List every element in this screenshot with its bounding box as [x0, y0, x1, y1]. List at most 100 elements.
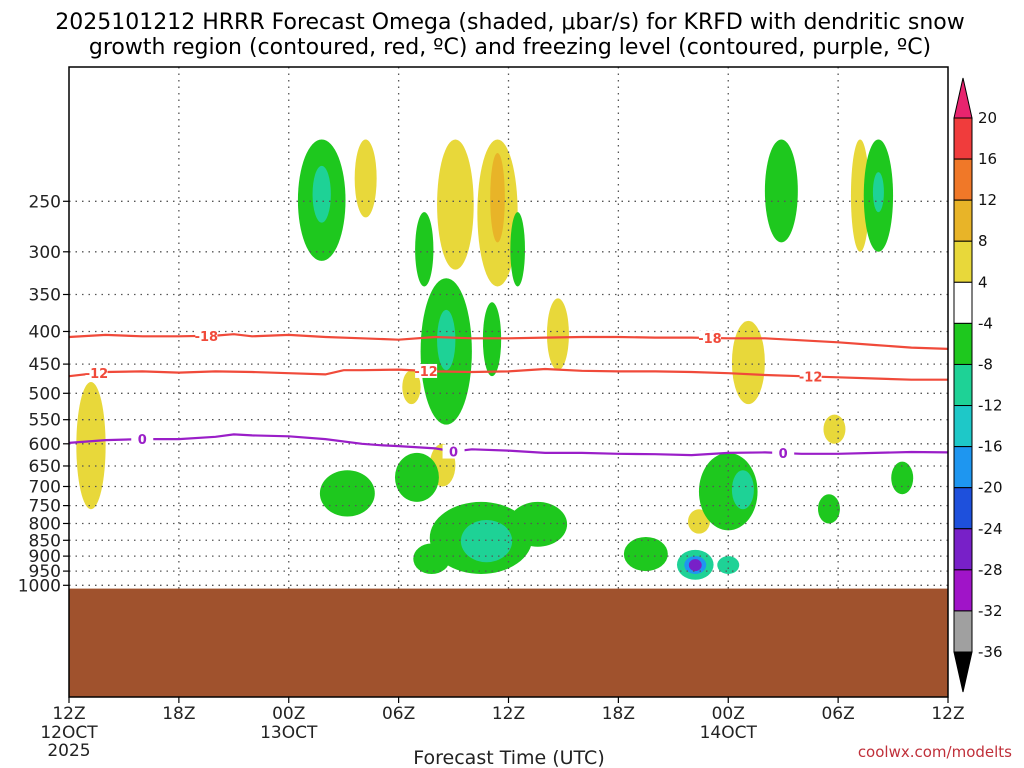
colorbar-label-5: -4	[978, 314, 993, 332]
colorbar: 20 16 12 8 4 -4 -8 -12 -16 -20 -24 -28 -32 -36	[953, 77, 1003, 693]
omega-region-green	[817, 494, 840, 524]
contour-label-bg	[799, 369, 822, 384]
y-tick-label-700: 700	[29, 477, 61, 497]
colorbar-swatch	[953, 405, 973, 448]
y-tick-label-250: 250	[29, 192, 61, 212]
omega-region-yellow	[437, 139, 474, 270]
y-tick-label-950: 950	[29, 562, 61, 582]
omega-region-teal	[717, 556, 740, 574]
colorbar-swatch	[953, 487, 973, 530]
contour-label-freezing_level: 0	[138, 433, 147, 448]
x-tick-label-42: 06Z	[821, 704, 854, 724]
omega-region-green	[413, 543, 450, 574]
contour-label-bg	[442, 444, 465, 459]
omega-region-yellow	[354, 139, 377, 218]
y-tick-label-500: 500	[29, 384, 61, 404]
omega-region-orange	[490, 152, 505, 243]
y-tick-label-550: 550	[29, 411, 61, 431]
y-tick-label-900: 900	[29, 547, 61, 567]
omega-region-yellow	[76, 381, 106, 510]
omega-region-teal	[872, 172, 884, 213]
colorbar-swatch	[953, 281, 973, 324]
colorbar-label-2: 12	[978, 191, 997, 209]
y-tick-label-300: 300	[29, 243, 61, 263]
x-tick-label-6: 18Z	[162, 704, 195, 724]
x-tick-label-18: 06Z	[382, 704, 415, 724]
colorbar-label-11: -28	[978, 561, 1003, 579]
contour-label-bg	[698, 330, 721, 345]
colorbar-label-4: 4	[978, 273, 988, 291]
contour-lines: -18 -18 -12 -12 -12 0 0 0	[68, 328, 949, 462]
colorbar-label-3: 8	[978, 232, 988, 250]
contour-label-freezing_level: 0	[779, 447, 788, 462]
colorbar-swatch	[953, 446, 973, 489]
colorbar-swatch	[953, 322, 973, 365]
colorbar-swatch	[953, 363, 973, 407]
y-tick-label-800: 800	[29, 514, 61, 534]
colorbar-label-13: -36	[978, 643, 1003, 661]
y-tick-label-650: 650	[29, 457, 61, 477]
omega-region-yellow	[687, 509, 710, 534]
omega-region-green	[764, 139, 798, 243]
colorbar-swatch	[953, 240, 973, 283]
x-tick-label-30: 18Z	[602, 704, 635, 724]
x-tick-date-36: 14OCT	[700, 723, 758, 743]
omega-shading	[76, 139, 914, 580]
colorbar-label-9: -20	[978, 479, 1003, 497]
chart-title-line2: growth region (contoured, red, ºC) and f…	[89, 35, 931, 60]
y-tick-label-450: 450	[29, 355, 61, 375]
omega-region-green	[510, 212, 525, 287]
colorbar-label-6: -8	[978, 355, 993, 373]
colorbar-swatch	[953, 528, 973, 571]
omega-region-teal	[731, 470, 754, 510]
colorbar-label-7: -12	[978, 397, 1003, 415]
x-tick-date-0: 12OCT	[40, 723, 98, 743]
x-axis-label: Forecast Time (UTC)	[413, 747, 604, 768]
contour-label-bg	[415, 363, 438, 378]
contour-label-dgz_minus18: -18	[698, 332, 722, 347]
x-tick-label-0: 12Z	[52, 704, 85, 724]
y-tick-label-1000: 1000	[18, 576, 61, 596]
omega-region-teal	[437, 309, 456, 371]
omega-region-green	[319, 470, 375, 517]
contour-label-bg	[85, 366, 108, 381]
omega-region-yellow	[402, 370, 421, 405]
omega-region-green	[394, 452, 439, 502]
x-tick-label-48: 12Z	[931, 704, 964, 724]
contour-label-bg	[772, 446, 795, 461]
colorbar-swatch	[953, 117, 973, 160]
grid-lines	[69, 67, 948, 697]
contour-dgz_minus12	[68, 367, 948, 381]
chart-title-line1: 2025101212 HRRR Forecast Omega (shaded, …	[55, 10, 965, 35]
colorbar-swatch	[953, 199, 973, 242]
contour-label-dgz_minus12: -12	[85, 367, 109, 382]
y-tick-label-600: 600	[29, 435, 61, 455]
contour-label-freezing_level: 0	[449, 446, 458, 461]
x-tick-date-12: 13OCT	[260, 723, 318, 743]
omega-region-yellow	[731, 320, 765, 405]
colorbar-label-12: -32	[978, 602, 1003, 620]
colorbar-swatch	[953, 158, 973, 201]
colorbar-label-1: 16	[978, 150, 997, 168]
contour-label-dgz_minus12: -12	[799, 370, 823, 385]
y-tick-label-400: 400	[29, 322, 61, 342]
contour-label-bg	[131, 432, 154, 447]
plot-area: -18 -18 -12 -12 -12 0 0 0	[68, 66, 949, 698]
colorbar-label-10: -24	[978, 520, 1003, 538]
omega-region-green	[415, 212, 434, 287]
x-tick-year-0: 2025	[47, 741, 90, 761]
x-tick-label-36: 00Z	[712, 704, 745, 724]
omega-region-green	[508, 501, 568, 547]
contour-label-dgz_minus12: -12	[414, 365, 438, 380]
contour-label-bg	[195, 328, 218, 343]
omega-region-teal	[460, 520, 513, 563]
colorbar-label-8: -16	[978, 438, 1003, 456]
colorbar-swatch	[953, 610, 973, 653]
contour-label-dgz_minus18: -18	[195, 330, 219, 345]
omega-region-teal	[312, 165, 331, 223]
omega-region-yellow	[546, 298, 569, 371]
colorbar-arrow-top	[953, 77, 973, 119]
y-tick-label-850: 850	[29, 531, 61, 551]
